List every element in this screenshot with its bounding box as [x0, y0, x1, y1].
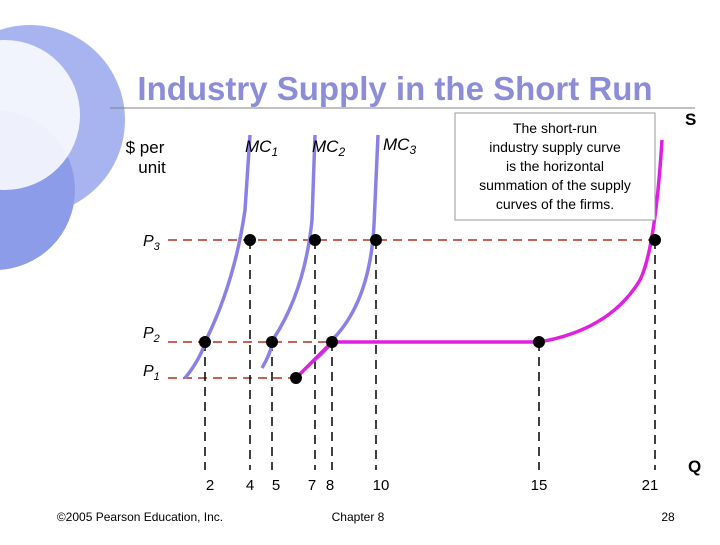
mc-curve — [260, 134, 317, 369]
quantity-label: 2 — [206, 477, 214, 494]
quantity-label: 10 — [373, 477, 390, 494]
curve-label-text: MC — [383, 135, 410, 154]
quantity-label: 21 — [642, 477, 659, 494]
y-axis-label: $ per — [126, 138, 165, 157]
decor-circle — [0, 40, 80, 190]
point — [199, 336, 211, 348]
chapter: Chapter 8 — [332, 510, 385, 524]
point — [326, 336, 338, 348]
point — [533, 336, 545, 348]
point — [649, 234, 661, 246]
price-label: P1 — [143, 363, 160, 383]
annotation-line: is the horizontal — [506, 158, 604, 174]
page-number: 28 — [661, 510, 675, 524]
point — [370, 234, 382, 246]
mc-curve — [183, 134, 252, 380]
price-label-sub: 1 — [154, 371, 160, 383]
price-label-text: P — [143, 233, 154, 250]
supply-label: S — [685, 110, 696, 129]
price-label-sub: 3 — [154, 241, 161, 253]
y-axis-label: unit — [138, 158, 166, 177]
points — [199, 234, 661, 384]
quantity-label: 4 — [246, 477, 254, 494]
curve-label-sub: 3 — [409, 143, 416, 157]
supply-curve — [294, 139, 664, 380]
curve-label: MC2 — [312, 137, 345, 159]
curve-label-sub: 2 — [337, 145, 345, 159]
curve-label-sub: 1 — [271, 145, 278, 159]
slide-title: Industry Supply in the Short Run — [137, 70, 652, 107]
price-label: P3 — [143, 233, 161, 253]
annotation-line: summation of the supply — [479, 177, 631, 193]
curve-label-text: MC — [312, 137, 339, 156]
copyright: ©2005 Pearson Education, Inc. — [57, 510, 223, 524]
annotation-box — [454, 112, 656, 221]
curve-label: MC1 — [245, 137, 278, 159]
x-axis-label: Q — [688, 457, 701, 476]
curve-label: MC3 — [383, 135, 416, 157]
point — [266, 336, 278, 348]
quantity-label: 7 — [308, 477, 316, 494]
quantity-label: 8 — [326, 477, 334, 494]
guides — [168, 239, 656, 470]
point — [290, 372, 302, 384]
annotation-line: curves of the firms. — [496, 196, 614, 212]
curve-label-text: MC — [245, 137, 272, 156]
annotation: The short-run industry supply curve is the… — [479, 120, 631, 212]
mc-curve — [310, 134, 380, 364]
quantity-label: 5 — [272, 477, 280, 494]
annotation-line: The short-run — [513, 120, 597, 136]
point — [244, 234, 256, 246]
point — [309, 234, 321, 246]
price-label-text: P — [143, 363, 154, 380]
price-label-sub: 2 — [153, 333, 160, 345]
price-label-text: P — [143, 325, 154, 342]
annotation-line: industry supply curve — [489, 139, 621, 155]
price-label: P2 — [143, 325, 160, 345]
quantity-label: 15 — [531, 477, 548, 494]
quantity-labels: 2 4 5 7 8 10 15 21 — [206, 477, 659, 494]
